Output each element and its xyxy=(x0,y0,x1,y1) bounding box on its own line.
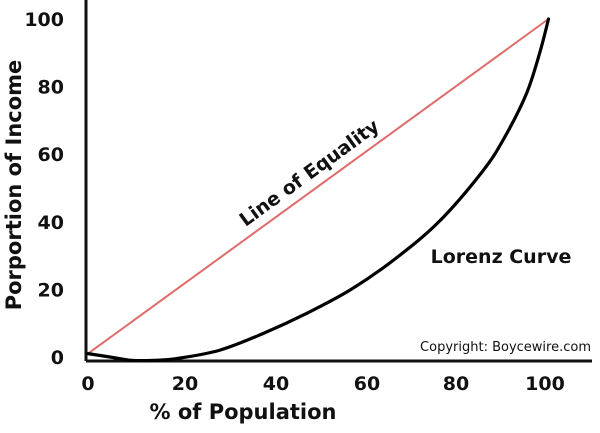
series-layer xyxy=(86,17,551,363)
y-tick-label: 40 xyxy=(38,212,64,234)
lorenz-curve-label: Lorenz Curve xyxy=(431,246,572,268)
line-of-equality xyxy=(87,18,550,355)
lorenz-curve xyxy=(86,17,551,363)
y-tick-label: 60 xyxy=(38,144,64,166)
y-tick-label: 0 xyxy=(51,347,64,369)
x-tick-labels: 0 20 40 60 80 100 xyxy=(81,373,564,395)
x-tick-label: 40 xyxy=(263,373,289,395)
y-tick-label: 80 xyxy=(38,77,64,99)
line-of-equality-label: Line of Equality xyxy=(235,115,384,231)
y-axis-title: Porportion of Income xyxy=(2,60,26,311)
x-tick-label: 80 xyxy=(443,373,469,395)
x-tick-label: 100 xyxy=(525,373,565,395)
y-tick-labels: 0 20 40 60 80 100 xyxy=(24,9,64,369)
y-tick-label: 100 xyxy=(24,9,64,31)
x-tick-label: 60 xyxy=(354,373,380,395)
copyright-text: Copyright: Boycewire.com xyxy=(420,340,591,355)
x-tick-label: 20 xyxy=(172,373,198,395)
y-tick-label: 20 xyxy=(38,279,64,301)
x-tick-label: 0 xyxy=(81,373,94,395)
x-axis-title: % of Population xyxy=(149,400,336,424)
